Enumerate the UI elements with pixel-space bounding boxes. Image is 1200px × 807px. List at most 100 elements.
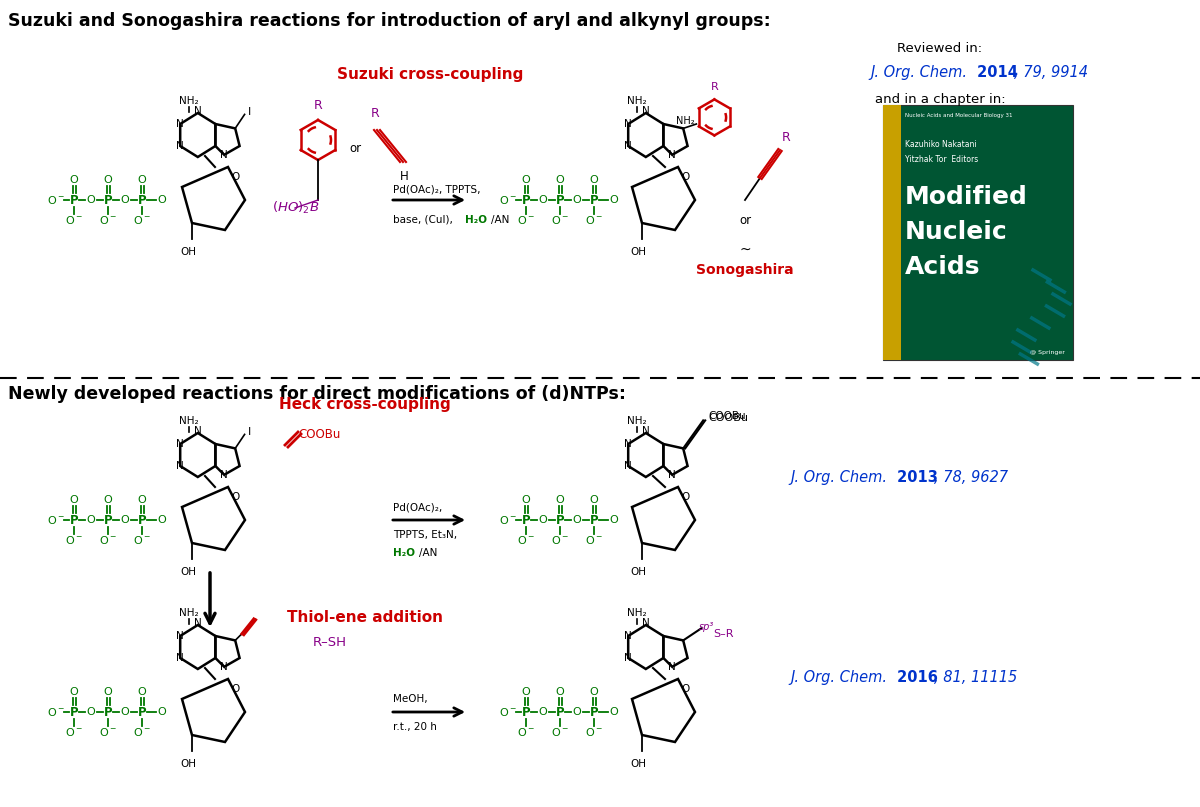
Text: , 78, 9627: , 78, 9627 — [934, 470, 1008, 485]
Text: O: O — [539, 707, 547, 717]
Text: Sonogashira: Sonogashira — [696, 263, 794, 277]
Text: H₂O: H₂O — [466, 215, 487, 225]
Text: N: N — [176, 461, 184, 471]
Text: O: O — [103, 687, 113, 697]
Text: O: O — [522, 495, 530, 505]
Text: P: P — [522, 705, 530, 718]
Text: P: P — [70, 513, 78, 526]
Text: Thiol-ene addition: Thiol-ene addition — [287, 611, 443, 625]
Text: O: O — [522, 175, 530, 185]
Text: and in a chapter in:: and in a chapter in: — [875, 93, 1006, 106]
Text: OH: OH — [180, 759, 196, 769]
Text: N: N — [176, 653, 184, 663]
Text: O: O — [682, 492, 690, 502]
Text: NH₂: NH₂ — [628, 416, 647, 426]
Text: $\mathsf{O}^-$: $\mathsf{O}^-$ — [584, 726, 604, 738]
Text: I: I — [247, 428, 251, 437]
Text: O: O — [589, 175, 599, 185]
Text: P: P — [70, 705, 78, 718]
Text: $\mathsf{O}^-$: $\mathsf{O}^-$ — [551, 214, 569, 226]
Text: OH: OH — [630, 567, 646, 577]
Text: P: P — [556, 194, 564, 207]
Text: $\mathsf{O}^-$: $\mathsf{O}^-$ — [98, 726, 118, 738]
Text: O: O — [70, 687, 78, 697]
Text: O: O — [121, 707, 130, 717]
Text: O: O — [70, 495, 78, 505]
Text: ~: ~ — [739, 243, 751, 257]
Text: O: O — [86, 707, 95, 717]
Text: I: I — [247, 107, 251, 117]
Text: $\mathsf{O}^-$: $\mathsf{O}^-$ — [47, 706, 65, 718]
Text: , 79, 9914: , 79, 9914 — [1014, 65, 1088, 80]
Text: R–SH: R–SH — [313, 637, 347, 650]
Text: Newly developed reactions for direct modifications of (d)NTPs:: Newly developed reactions for direct mod… — [8, 385, 626, 403]
Text: O: O — [232, 684, 240, 694]
Text: O: O — [572, 707, 581, 717]
Text: TPPTS, Et₃N,: TPPTS, Et₃N, — [394, 530, 457, 540]
Text: $\mathsf{O}^-$: $\mathsf{O}^-$ — [499, 194, 517, 206]
Text: J. Org. Chem.: J. Org. Chem. — [870, 65, 967, 80]
Text: O: O — [70, 175, 78, 185]
Text: O: O — [103, 175, 113, 185]
Text: Pd(OAc)₂, TPPTS,: Pd(OAc)₂, TPPTS, — [394, 185, 480, 195]
Text: sp³: sp³ — [700, 622, 714, 633]
Text: P: P — [138, 705, 146, 718]
Text: OH: OH — [180, 567, 196, 577]
Text: $\mathsf{O}^-$: $\mathsf{O}^-$ — [98, 214, 118, 226]
Text: P: P — [103, 194, 113, 207]
Text: $\mathsf{O}^-$: $\mathsf{O}^-$ — [65, 214, 83, 226]
Text: $\mathsf{O}^-$: $\mathsf{O}^-$ — [517, 534, 535, 546]
Text: $\mathsf{O}^-$: $\mathsf{O}^-$ — [133, 214, 151, 226]
Text: Pd(OAc)₂,: Pd(OAc)₂, — [394, 502, 443, 512]
Text: N: N — [642, 106, 649, 115]
Text: O: O — [232, 172, 240, 182]
Text: O: O — [157, 195, 167, 205]
Text: N: N — [668, 150, 676, 160]
Text: P: P — [589, 705, 599, 718]
Text: $\mathsf{O}^-$: $\mathsf{O}^-$ — [551, 534, 569, 546]
Text: OH: OH — [630, 247, 646, 257]
Text: O: O — [572, 515, 581, 525]
Text: J. Org. Chem.: J. Org. Chem. — [790, 670, 887, 685]
Text: N: N — [221, 470, 228, 480]
Text: $\mathsf{O}^-$: $\mathsf{O}^-$ — [47, 514, 65, 526]
FancyBboxPatch shape — [883, 105, 1073, 360]
Text: OH: OH — [180, 247, 196, 257]
Text: P: P — [556, 513, 564, 526]
Text: NH₂: NH₂ — [676, 116, 695, 126]
Text: N: N — [624, 631, 632, 641]
Text: O: O — [539, 195, 547, 205]
FancyBboxPatch shape — [883, 105, 901, 360]
Text: or: or — [739, 214, 751, 227]
Text: NH₂: NH₂ — [179, 608, 199, 618]
Text: R: R — [371, 107, 379, 120]
Text: Yitzhak Tor  Editors: Yitzhak Tor Editors — [905, 155, 978, 164]
Text: $\mathsf{O}^-$: $\mathsf{O}^-$ — [551, 726, 569, 738]
Text: O: O — [103, 495, 113, 505]
Text: base, (CuI),: base, (CuI), — [394, 215, 456, 225]
Text: Suzuki cross-coupling: Suzuki cross-coupling — [337, 68, 523, 82]
Text: R: R — [782, 131, 791, 144]
Text: /AN: /AN — [491, 215, 509, 225]
Text: Nucleic Acids and Molecular Biology 31: Nucleic Acids and Molecular Biology 31 — [905, 113, 1013, 118]
Text: $\mathsf{O}^-$: $\mathsf{O}^-$ — [133, 726, 151, 738]
Text: O: O — [157, 707, 167, 717]
Text: S–R: S–R — [713, 629, 733, 639]
Text: , 81, 11115: , 81, 11115 — [934, 670, 1018, 685]
Text: N: N — [642, 618, 649, 628]
Text: N: N — [642, 426, 649, 436]
Text: N: N — [221, 662, 228, 671]
Text: P: P — [103, 513, 113, 526]
Text: O: O — [610, 195, 618, 205]
Text: N: N — [176, 439, 184, 449]
Text: O: O — [138, 687, 146, 697]
Text: 2014: 2014 — [972, 65, 1018, 80]
Text: O: O — [539, 515, 547, 525]
Text: r.t., 20 h: r.t., 20 h — [394, 722, 437, 732]
Text: N: N — [176, 141, 184, 151]
Text: N: N — [624, 141, 632, 151]
Text: O: O — [86, 515, 95, 525]
Text: N: N — [176, 631, 184, 641]
Text: O: O — [682, 172, 690, 182]
Text: $\mathsf{O}^-$: $\mathsf{O}^-$ — [47, 194, 65, 206]
